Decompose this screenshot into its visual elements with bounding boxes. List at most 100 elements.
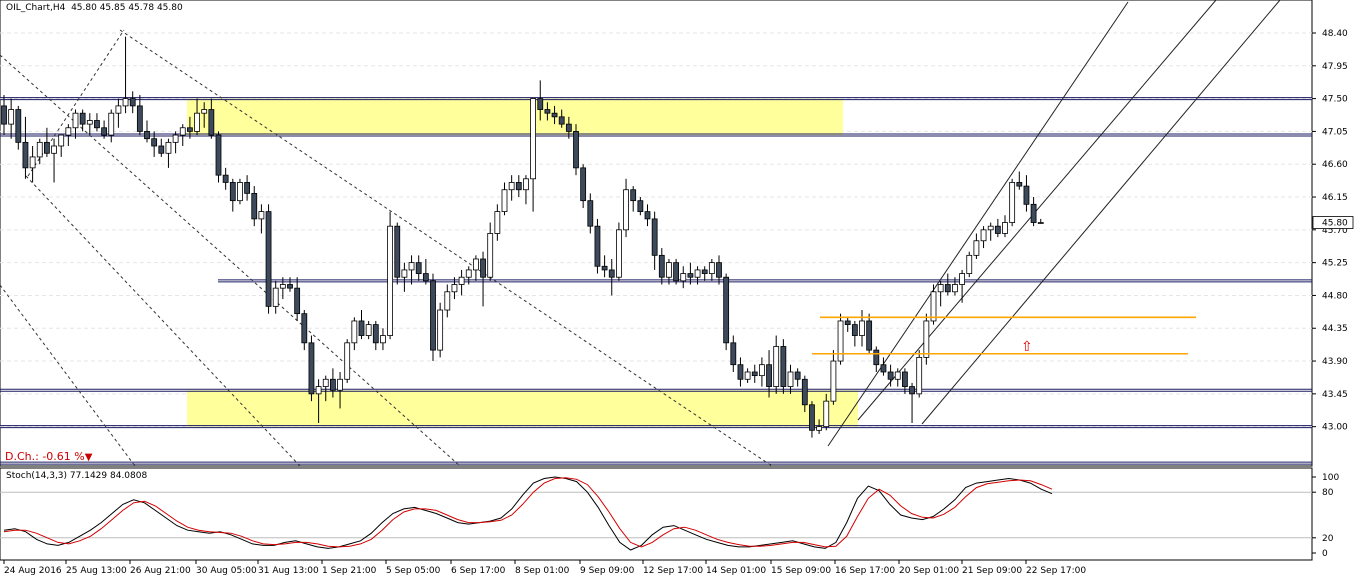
candle-body — [1016, 182, 1023, 187]
dashed-channel-line — [25, 175, 301, 467]
candle-body — [994, 225, 1001, 234]
price-tick-label: 45.25 — [1322, 259, 1348, 269]
candle-body — [72, 112, 79, 129]
candle-body — [980, 229, 987, 242]
symbol-label: OIL_Chart,H4 — [6, 3, 66, 13]
ohlc-values: 45.80 45.85 45.78 45.80 — [71, 3, 183, 13]
candle-body — [294, 287, 301, 315]
candle-body — [787, 371, 794, 387]
candle-body — [129, 98, 136, 107]
candle-body — [551, 112, 558, 118]
time-axis: 24 Aug 2016 25 Aug 13:00 26 Aug 21:00 30 Au… — [3, 560, 1086, 576]
candle-body — [773, 346, 780, 387]
candle-body — [894, 371, 901, 380]
candle-body — [430, 280, 436, 351]
candle-body — [287, 284, 293, 289]
price-tick-label: 47.95 — [1322, 62, 1348, 72]
price-axis: 48.40 47.95 47.50 47.05 46.60 46.15 45.70 45.25… — [1312, 29, 1354, 433]
candle-body — [630, 189, 637, 202]
candle-body — [859, 320, 865, 336]
candle-body — [809, 404, 815, 431]
time-tick-label: 20 Sep 01:00 — [899, 566, 959, 576]
candle-body — [523, 178, 529, 191]
candle-body — [616, 229, 622, 278]
time-tick-label: 31 Aug 13:00 — [258, 566, 319, 576]
time-tick-label: 9 Sep 09:00 — [580, 566, 635, 576]
candle-body — [144, 131, 150, 140]
candle-body — [165, 141, 172, 154]
time-tick-label: 1 Sep 21:00 — [322, 566, 377, 576]
price-tick-label: 43.45 — [1322, 390, 1348, 400]
time-tick-label: 16 Sep 17:00 — [835, 566, 895, 576]
uptrend-channel-line — [857, 0, 1217, 421]
candle-body — [329, 378, 336, 391]
stoch-tick-label: 0 — [1322, 549, 1328, 559]
stoch-pane-background — [0, 467, 1313, 561]
candle-body — [258, 211, 265, 220]
dashed-channel-line — [0, 284, 136, 467]
supply-zone — [187, 98, 843, 136]
candle-body — [537, 98, 544, 110]
time-tick-label: 26 Aug 21:00 — [130, 566, 191, 576]
candle-body — [701, 269, 708, 274]
candle-body — [508, 182, 515, 191]
candle-body — [487, 233, 494, 278]
supply-demand-zones — [187, 98, 858, 427]
candle-body — [272, 287, 279, 307]
time-tick-label: 14 Sep 01:00 — [706, 566, 766, 576]
candle-body — [465, 269, 472, 278]
daily-change-label: D.Ch.: — [5, 450, 39, 463]
candle-body — [408, 262, 415, 271]
time-tick-label: 25 Aug 13:00 — [66, 566, 127, 576]
candle-body — [544, 109, 551, 114]
candle-body — [851, 324, 858, 336]
candle-body — [79, 112, 86, 125]
candle-body — [15, 109, 22, 143]
time-tick-label: 12 Sep 17:00 — [643, 566, 703, 576]
price-tick-label: 43.90 — [1322, 357, 1348, 367]
time-tick-label: 6 Sep 17:00 — [451, 566, 506, 576]
candle-body — [902, 371, 908, 387]
candle-body — [501, 189, 508, 213]
candle-body — [580, 167, 587, 202]
daily-change-value: -0.61 % — [42, 450, 85, 463]
candle-body — [759, 364, 765, 377]
candle-body — [801, 378, 808, 406]
candle-body — [151, 138, 158, 147]
candle-body — [179, 127, 186, 136]
candle-body — [923, 320, 930, 358]
candle-body — [937, 284, 944, 293]
candle-body — [244, 182, 251, 194]
candle-body — [952, 284, 958, 293]
candle-body — [587, 200, 594, 227]
candle-body — [1, 105, 7, 125]
candle-body — [730, 342, 737, 366]
candle-body — [944, 284, 951, 293]
candle-body — [873, 349, 880, 366]
candle-body — [830, 360, 837, 402]
price-tick-label: 46.60 — [1322, 160, 1348, 170]
candle-body — [966, 254, 973, 274]
candle-body — [644, 211, 651, 220]
candle-body — [794, 371, 801, 380]
stoch-main-line — [3, 476, 1053, 551]
candle-body — [651, 218, 658, 256]
candle-body — [565, 123, 572, 132]
candle-body — [866, 320, 873, 351]
candle-body — [437, 309, 444, 351]
candle-body — [394, 225, 401, 278]
current-price-label: 45.80 — [1322, 219, 1348, 229]
candle-body — [308, 342, 315, 395]
uptrend-channel-line — [827, 1, 1129, 447]
candle-body — [94, 120, 100, 129]
candle-body — [387, 225, 394, 336]
candle-body — [444, 291, 451, 311]
candle-body — [322, 378, 329, 387]
candle-body — [1037, 222, 1044, 224]
candle-body — [122, 98, 129, 107]
candle-body — [1030, 203, 1037, 223]
price-tick-label: 45.70 — [1322, 226, 1348, 236]
candle-body — [751, 371, 758, 377]
price-tick-label: 47.50 — [1322, 95, 1348, 105]
